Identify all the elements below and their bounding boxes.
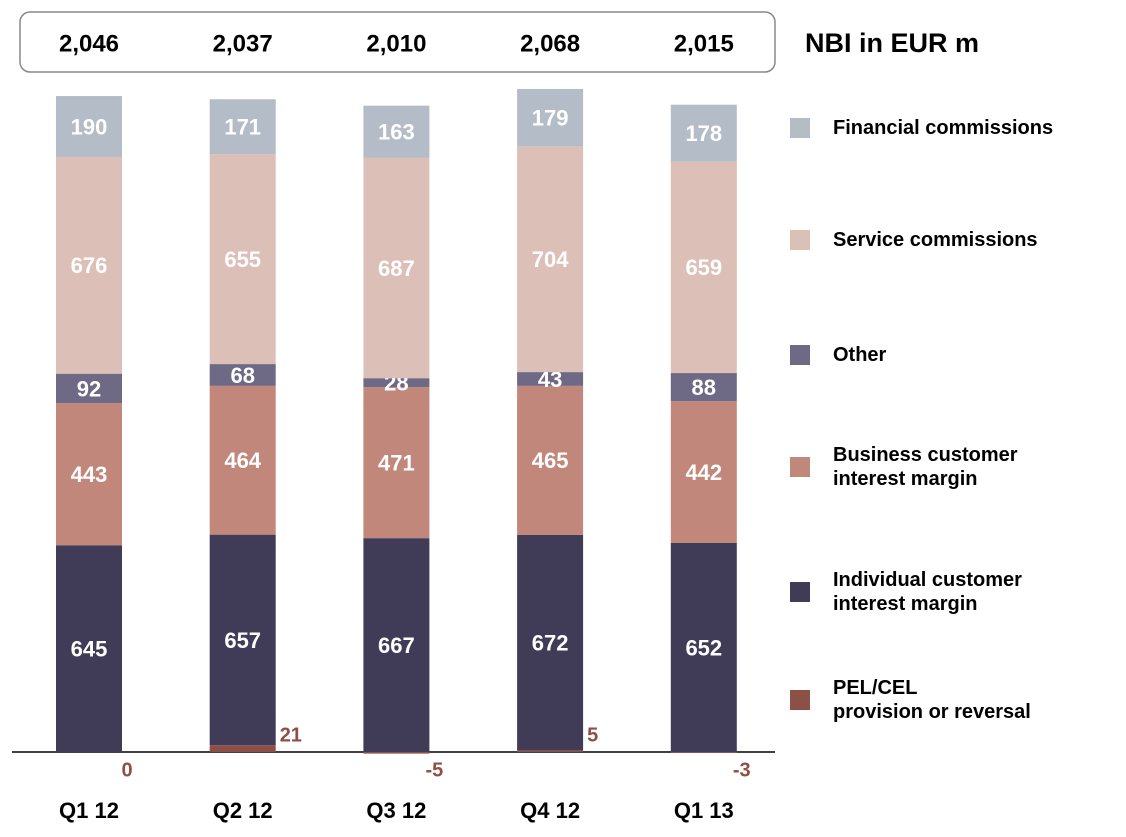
bar-segment <box>670 373 737 402</box>
chart-title: NBI in EUR m <box>805 28 979 58</box>
legend-swatch <box>790 457 810 477</box>
legend-label: Other <box>833 344 887 366</box>
x-tick-label: Q1 12 <box>59 798 119 823</box>
legend-label: Business customer interest margin <box>833 444 1018 490</box>
legend-swatch <box>790 345 810 365</box>
bar-segment <box>517 146 584 373</box>
legend-label: Financial commissions <box>833 117 1054 139</box>
data-label: -5 <box>426 759 444 781</box>
bar-segment <box>670 104 737 162</box>
bar-segment <box>363 538 430 752</box>
data-label: 471 <box>378 450 415 475</box>
bar-segment <box>517 372 584 386</box>
x-tick-label: Q3 12 <box>366 798 426 823</box>
data-label: 178 <box>685 121 722 146</box>
data-label: 190 <box>71 114 108 139</box>
data-label: 655 <box>224 247 261 272</box>
legend-swatch <box>790 118 810 138</box>
data-label: 652 <box>685 635 722 660</box>
bar-segment <box>209 534 276 746</box>
data-label: 442 <box>685 460 722 485</box>
bar-segment <box>517 88 584 147</box>
bar-segment <box>517 385 584 535</box>
data-label: 464 <box>224 448 261 473</box>
bar-segment <box>56 373 122 404</box>
bar-segment <box>209 745 276 752</box>
data-label: 645 <box>71 636 108 661</box>
data-label: 704 <box>532 247 569 272</box>
total-label: 2,068 <box>520 30 580 57</box>
data-label: 171 <box>224 114 261 139</box>
data-label: 92 <box>77 376 101 401</box>
legend-label: Individual customer interest margin <box>833 569 1022 615</box>
data-label: 179 <box>532 106 569 131</box>
bar-segment <box>209 154 276 365</box>
bar-segment <box>517 534 584 751</box>
bar-segment <box>363 378 430 388</box>
legend-swatch <box>790 230 810 250</box>
bar-segment <box>363 752 430 754</box>
x-tick-label: Q1 13 <box>674 798 734 823</box>
bar-segment <box>56 96 122 157</box>
data-label: 5 <box>587 724 598 746</box>
bar-segment <box>56 403 122 546</box>
bar-segment <box>670 542 737 752</box>
bar-segment <box>209 364 276 386</box>
data-label: 667 <box>378 633 415 658</box>
data-label: 657 <box>224 628 261 653</box>
data-label: 676 <box>71 253 108 278</box>
bar-segment <box>363 157 430 379</box>
bar-segment <box>56 156 122 374</box>
data-label: 659 <box>685 255 722 280</box>
bar-segment <box>209 99 276 155</box>
data-label: 88 <box>692 375 716 400</box>
data-label: 687 <box>378 256 415 281</box>
data-label: 465 <box>532 448 569 473</box>
total-label: 2,015 <box>674 30 734 57</box>
legend-label: PEL/CEL provision or reversal <box>833 677 1031 723</box>
legend-swatch <box>790 582 810 602</box>
data-label: 443 <box>71 462 108 487</box>
bar-segment <box>670 752 737 753</box>
legend-swatch <box>790 690 810 710</box>
x-tick-label: Q2 12 <box>213 798 273 823</box>
total-label: 2,037 <box>213 30 273 57</box>
data-label: 163 <box>378 120 415 145</box>
bar-segment <box>517 750 584 752</box>
bar-segment <box>56 545 122 752</box>
total-label: 2,046 <box>59 30 119 57</box>
data-label: 672 <box>532 630 569 655</box>
legend-label: Service commissions <box>833 229 1038 251</box>
bar-segment <box>670 401 737 543</box>
data-label: 21 <box>280 724 302 746</box>
data-label: 68 <box>230 363 254 388</box>
x-tick-label: Q4 12 <box>520 798 580 823</box>
bar-segment <box>209 385 276 535</box>
bar-segment <box>670 161 737 374</box>
totals-box <box>19 11 776 73</box>
data-label: 0 <box>121 759 132 781</box>
total-label: 2,010 <box>366 30 426 57</box>
data-label: -3 <box>733 759 751 781</box>
bar-segment <box>363 387 430 539</box>
bar-segment <box>363 105 430 158</box>
